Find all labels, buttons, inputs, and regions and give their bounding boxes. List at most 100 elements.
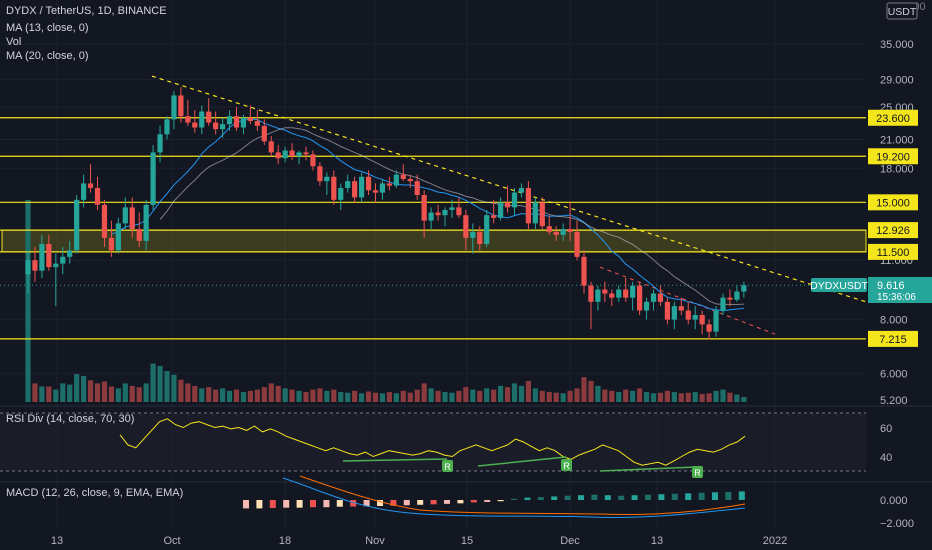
volume-bar bbox=[261, 387, 267, 402]
candle-body bbox=[81, 183, 87, 200]
macd-histogram-bar bbox=[390, 500, 397, 506]
candle-body bbox=[282, 150, 288, 159]
macd-histogram-bar bbox=[685, 493, 692, 500]
rsi-divergence-line bbox=[599, 466, 698, 472]
macd-histogram-bar bbox=[417, 500, 424, 505]
volume-bar bbox=[268, 383, 274, 402]
candle-body bbox=[275, 152, 281, 159]
rsi-marker[interactable] bbox=[561, 459, 572, 471]
price-axis-tick: 6.000 bbox=[880, 368, 908, 380]
candle bbox=[220, 117, 226, 138]
indicator-vol-label[interactable]: Vol bbox=[6, 36, 21, 48]
macd-pane-label[interactable]: MACD (12, 26, close, 9, EMA, EMA) bbox=[6, 487, 183, 499]
volume-bar bbox=[671, 392, 677, 402]
rsi-axis-tick-40: 40 bbox=[880, 452, 892, 464]
indicator-ma20-label[interactable]: MA (20, close, 0) bbox=[6, 50, 89, 62]
volume-bar bbox=[226, 390, 233, 402]
candle bbox=[470, 223, 476, 254]
indicator-ma13-label[interactable]: MA (13, close, 0) bbox=[6, 22, 89, 34]
macd-line[interactable] bbox=[282, 477, 746, 519]
rsi-pane-label[interactable]: RSI Div (14, close, 70, 30) bbox=[6, 413, 134, 425]
candle-body bbox=[678, 306, 684, 311]
candle-body bbox=[331, 176, 337, 200]
volume-bar bbox=[199, 388, 205, 402]
candle bbox=[602, 281, 608, 302]
horizontal-levels bbox=[0, 117, 866, 340]
candle bbox=[310, 150, 316, 171]
candle bbox=[261, 119, 267, 145]
candle-body bbox=[143, 204, 149, 241]
volume-bar bbox=[282, 388, 288, 402]
candle-body bbox=[345, 181, 351, 188]
candle-body bbox=[602, 289, 608, 294]
time-axis[interactable]: 13 Oct 18 Nov 15 Dec 13 2022 bbox=[51, 535, 787, 547]
price-axis-tick: 29.000 bbox=[880, 74, 914, 86]
candle-body bbox=[213, 122, 219, 130]
candle bbox=[240, 114, 247, 135]
volume-bar bbox=[560, 393, 566, 402]
descending-trendline[interactable] bbox=[151, 75, 867, 303]
candle bbox=[518, 183, 525, 198]
candle bbox=[678, 297, 684, 316]
candle bbox=[664, 297, 670, 325]
macd-histogram-bar bbox=[497, 500, 504, 502]
candle bbox=[435, 204, 441, 221]
candle-body bbox=[338, 187, 344, 200]
candle bbox=[428, 207, 434, 230]
ma13-line[interactable] bbox=[111, 118, 744, 312]
candle-body bbox=[122, 207, 128, 224]
candle bbox=[60, 247, 66, 275]
volume-bar bbox=[247, 390, 253, 402]
candle bbox=[94, 176, 101, 210]
candle-body bbox=[518, 187, 525, 193]
rsi-marker[interactable] bbox=[692, 466, 703, 478]
volume-bar bbox=[643, 392, 650, 402]
ma20-line[interactable] bbox=[159, 127, 744, 306]
candle-body bbox=[623, 289, 629, 298]
candle bbox=[296, 150, 302, 165]
candle bbox=[171, 91, 177, 130]
candle-body bbox=[164, 119, 170, 135]
candle bbox=[122, 197, 128, 230]
volume-bar bbox=[352, 390, 358, 402]
candle bbox=[400, 164, 406, 182]
time-axis-tick: Oct bbox=[163, 535, 180, 547]
candle-body bbox=[296, 152, 302, 157]
rsi-line[interactable] bbox=[119, 418, 746, 466]
candle-body bbox=[129, 207, 135, 230]
candle bbox=[720, 293, 726, 316]
currency-badge[interactable] bbox=[886, 2, 918, 20]
candle-body bbox=[359, 176, 365, 198]
candle bbox=[609, 289, 615, 307]
rsi-marker[interactable] bbox=[442, 460, 453, 472]
volume-bar bbox=[143, 383, 149, 402]
candle bbox=[206, 98, 212, 126]
volume-bar bbox=[504, 387, 511, 402]
candle-body bbox=[150, 152, 156, 205]
candle bbox=[727, 289, 733, 307]
candle-body bbox=[428, 212, 434, 221]
candle-body bbox=[504, 202, 511, 208]
candle bbox=[289, 143, 295, 161]
candle-body bbox=[206, 111, 212, 123]
price-axis-tick: 5.200 bbox=[880, 395, 908, 407]
candle-body bbox=[657, 293, 664, 302]
signal-line[interactable] bbox=[299, 475, 746, 516]
volume-bar bbox=[115, 388, 121, 402]
candle bbox=[143, 199, 149, 251]
candle bbox=[685, 301, 691, 325]
level-label-box bbox=[868, 148, 918, 165]
price-axis-tick: 35.000 bbox=[880, 39, 914, 51]
volume-bar bbox=[630, 390, 636, 402]
volume-bar bbox=[484, 388, 490, 402]
macd-histogram-bar bbox=[725, 491, 732, 500]
moving-averages bbox=[111, 118, 744, 312]
candle bbox=[331, 170, 337, 205]
volume-bar bbox=[310, 389, 316, 402]
candle bbox=[101, 199, 108, 248]
volume-bar bbox=[101, 381, 108, 402]
candle-body bbox=[178, 95, 184, 117]
candle bbox=[546, 215, 552, 235]
